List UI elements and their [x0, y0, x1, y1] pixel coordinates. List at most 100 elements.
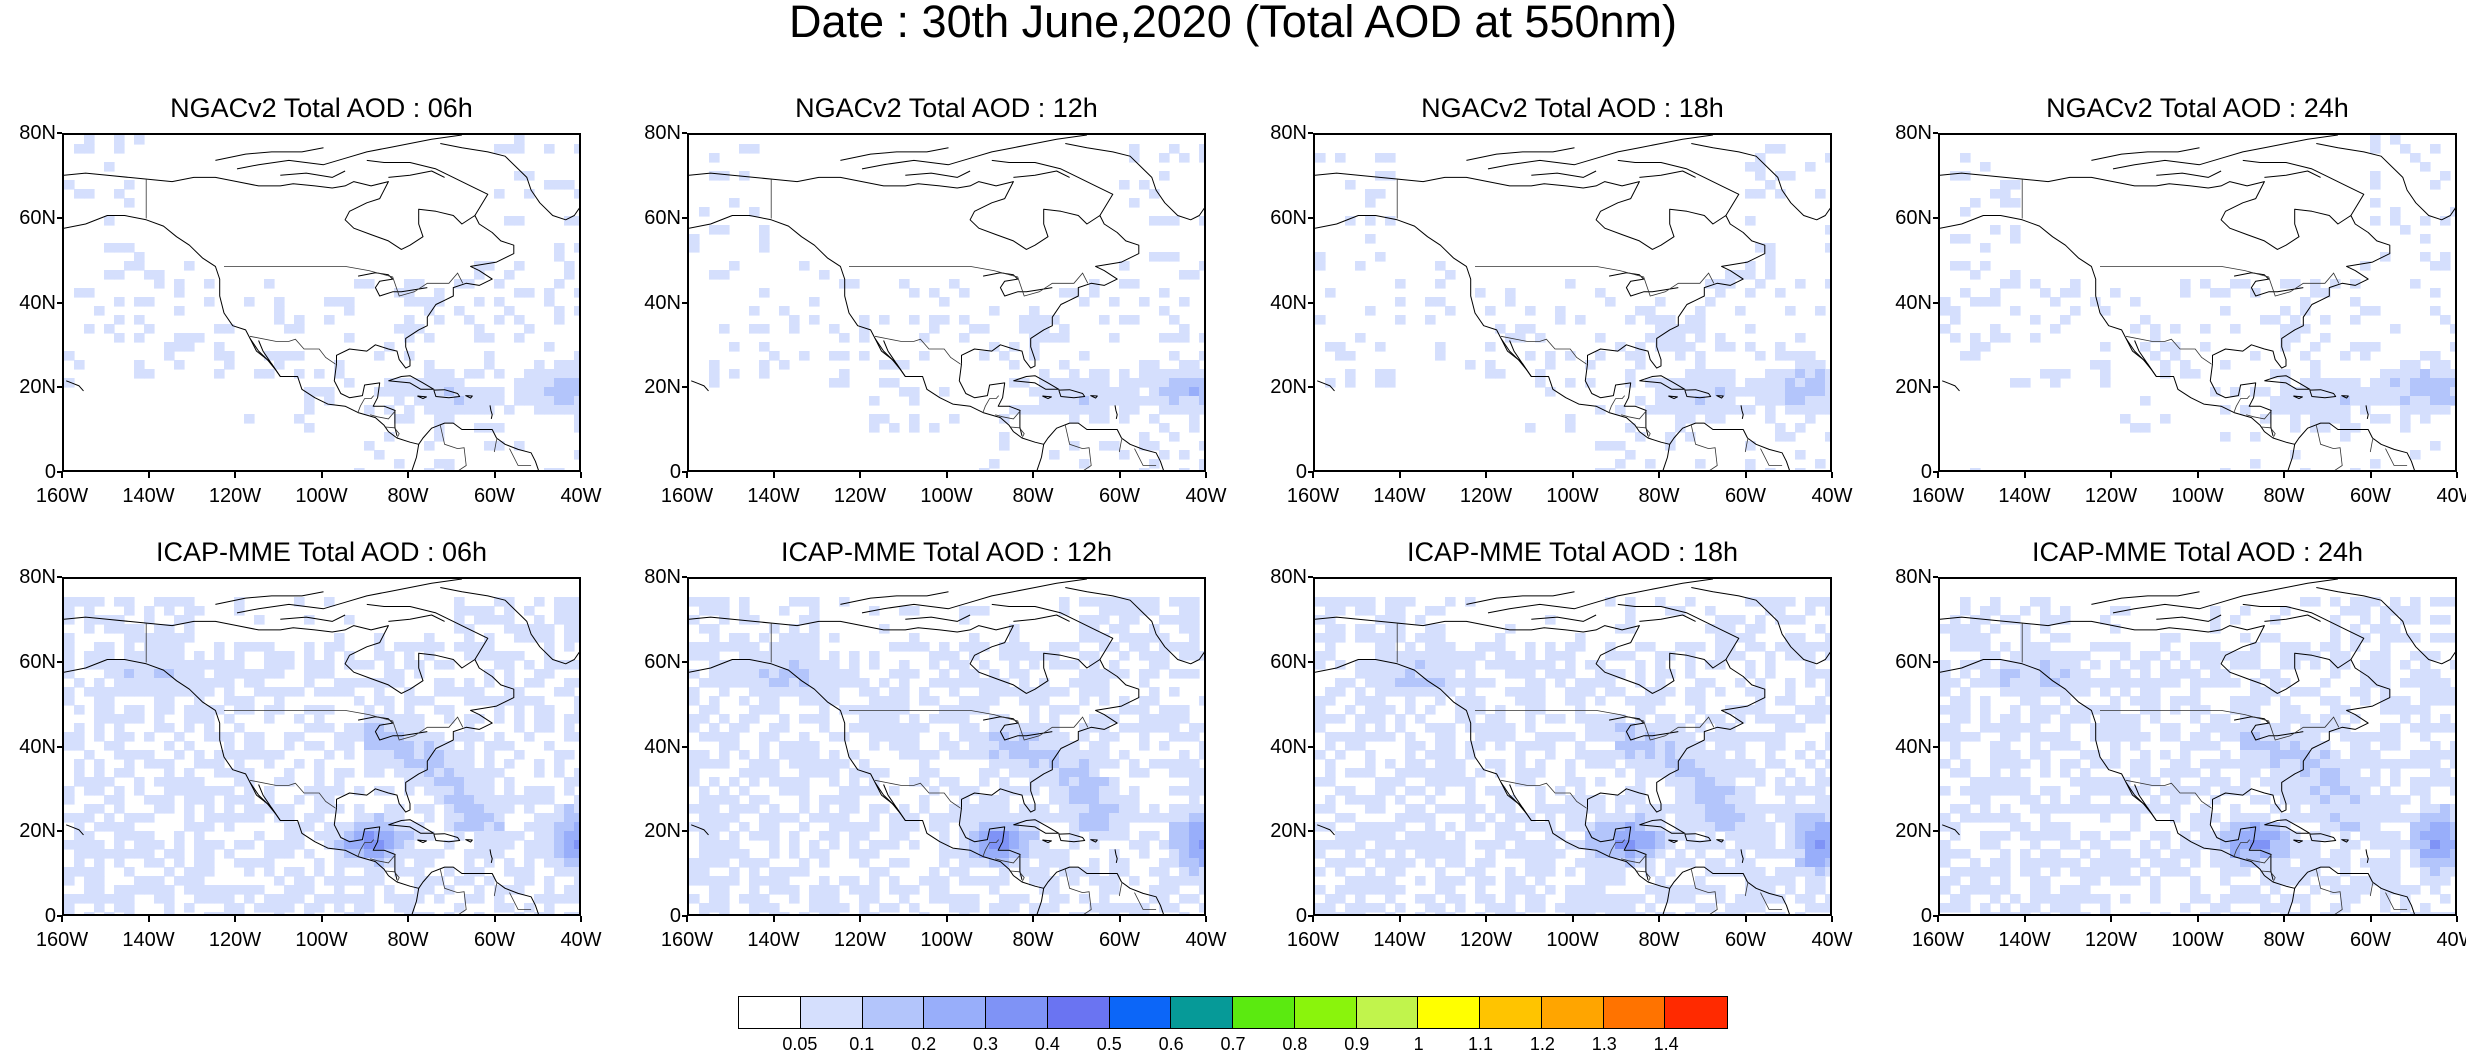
lat-tick-label: 0 — [669, 461, 681, 483]
lon-tick-mark — [2456, 472, 2458, 478]
lon-tick-label: 40W — [2436, 485, 2466, 507]
lon-tick-label: 160W — [35, 929, 89, 951]
lon-tick-mark — [2283, 472, 2285, 478]
lon-tick-mark — [945, 916, 948, 922]
colorbar-swatch — [1047, 997, 1110, 1028]
lon-tick-mark — [1118, 472, 1121, 478]
lat-tick-label: 60N — [19, 206, 56, 229]
lat-tick-label: 80N — [644, 566, 681, 588]
lat-tick-mark — [1933, 830, 1938, 833]
aod-map-ngacv2-06h — [62, 133, 581, 472]
lat-tick-mark — [682, 216, 687, 219]
lon-tick-label: 60W — [473, 485, 516, 507]
lon-tick-mark — [945, 472, 948, 478]
lon-tick-mark — [147, 916, 150, 922]
lat-tick-label: 40N — [644, 291, 681, 314]
lat-tick-mark — [1933, 745, 1938, 748]
colorbar-swatch — [1418, 997, 1480, 1028]
colorbar-swatch — [1603, 997, 1666, 1028]
lon-tick-mark — [1937, 916, 1939, 922]
lat-tick-mark — [57, 576, 62, 578]
lon-tick-label: 80W — [1012, 485, 1054, 507]
lon-tick-label: 80W — [387, 485, 429, 507]
lon-tick-mark — [2023, 472, 2026, 478]
lat-tick-mark — [682, 576, 687, 578]
aod-map-icap-mme-06h — [62, 577, 581, 916]
aod-map-icap-mme-18h — [1313, 577, 1832, 916]
lat-tick-label: 40N — [1895, 291, 1932, 314]
colorbar-swatch — [986, 997, 1048, 1028]
lat-tick-mark — [1308, 386, 1313, 389]
lon-tick-label: 120W — [2084, 485, 2138, 507]
lon-tick-mark — [686, 916, 688, 922]
panel-title: NGACv2 Total AOD : 24h — [2046, 93, 2349, 123]
colorbar-label: 1.1 — [1467, 1034, 1494, 1054]
colorbar-label: 0.2 — [911, 1034, 937, 1054]
lat-tick-mark — [1308, 132, 1313, 134]
lat-tick-label: 40N — [19, 291, 56, 314]
lat-tick-mark — [1308, 830, 1313, 833]
lon-tick-mark — [1937, 472, 1939, 478]
lat-tick-mark — [682, 830, 687, 833]
lon-tick-label: 160W — [1286, 485, 1340, 507]
lat-tick-mark — [682, 471, 687, 473]
lon-tick-mark — [1205, 916, 1207, 922]
lon-tick-mark — [2023, 916, 2026, 922]
lat-tick-mark — [1308, 745, 1313, 748]
lon-tick-label: 40W — [1185, 929, 1227, 951]
lat-tick-mark — [682, 386, 687, 389]
lon-tick-mark — [1831, 916, 1833, 922]
lon-tick-mark — [1312, 472, 1314, 478]
colorbar-label: 0.6 — [1158, 1034, 1184, 1054]
lat-tick-mark — [1308, 471, 1313, 473]
lon-tick-mark — [1744, 472, 1747, 478]
lon-tick-mark — [580, 472, 582, 478]
lat-tick-label: 0 — [1920, 905, 1932, 927]
lon-tick-label: 60W — [1098, 929, 1141, 951]
colorbar-swatch — [800, 997, 863, 1028]
lat-tick-mark — [57, 915, 62, 917]
lon-tick-label: 80W — [2263, 929, 2305, 951]
lon-tick-mark — [2283, 916, 2285, 922]
colorbar-label: 1.2 — [1529, 1034, 1555, 1054]
lon-tick-mark — [493, 916, 496, 922]
lon-tick-label: 160W — [1911, 485, 1965, 507]
lon-tick-mark — [1571, 472, 1574, 478]
lon-tick-mark — [320, 916, 323, 922]
lon-tick-label: 60W — [2349, 485, 2392, 507]
lon-tick-label: 140W — [1998, 485, 2051, 507]
colorbar-label: 0.5 — [1096, 1034, 1122, 1054]
lat-tick-mark — [1933, 386, 1938, 389]
colorbar-label: 0.05 — [782, 1034, 818, 1054]
panel-title: ICAP-MME Total AOD : 24h — [2031, 537, 2364, 567]
lon-tick-mark — [407, 916, 409, 922]
colorbar-label: 0.7 — [1220, 1034, 1246, 1054]
panel-title: NGACv2 Total AOD : 06h — [170, 93, 473, 123]
lon-tick-label: 60W — [473, 929, 516, 951]
lat-tick-mark — [1933, 915, 1938, 917]
lon-tick-mark — [2196, 472, 2199, 478]
lon-tick-label: 100W — [920, 929, 973, 951]
lon-tick-label: 120W — [1459, 485, 1513, 507]
lon-tick-label: 140W — [122, 485, 175, 507]
lat-tick-mark — [1308, 216, 1313, 219]
lat-tick-label: 40N — [1895, 735, 1932, 758]
lon-tick-label: 60W — [1724, 485, 1767, 507]
lat-tick-label: 80N — [1270, 122, 1307, 144]
lon-tick-label: 40W — [1185, 485, 1227, 507]
aod-map-ngacv2-24h — [1938, 133, 2457, 472]
lat-tick-label: 20N — [1895, 820, 1932, 843]
lon-tick-mark — [234, 472, 236, 478]
lat-tick-mark — [57, 660, 62, 663]
panel-title: ICAP-MME Total AOD : 12h — [780, 537, 1113, 567]
lon-tick-label: 80W — [1638, 929, 1680, 951]
lat-tick-mark — [1933, 660, 1938, 663]
lon-tick-label: 160W — [660, 929, 714, 951]
colorbar-swatch — [1541, 997, 1604, 1028]
lon-tick-label: 100W — [2171, 929, 2224, 951]
lon-tick-label: 100W — [1546, 929, 1599, 951]
lat-tick-mark — [1308, 660, 1313, 663]
lat-tick-label: 20N — [1270, 376, 1307, 399]
aod-map-ngacv2-18h — [1313, 133, 1832, 472]
colorbar-label: 1.3 — [1591, 1034, 1617, 1054]
